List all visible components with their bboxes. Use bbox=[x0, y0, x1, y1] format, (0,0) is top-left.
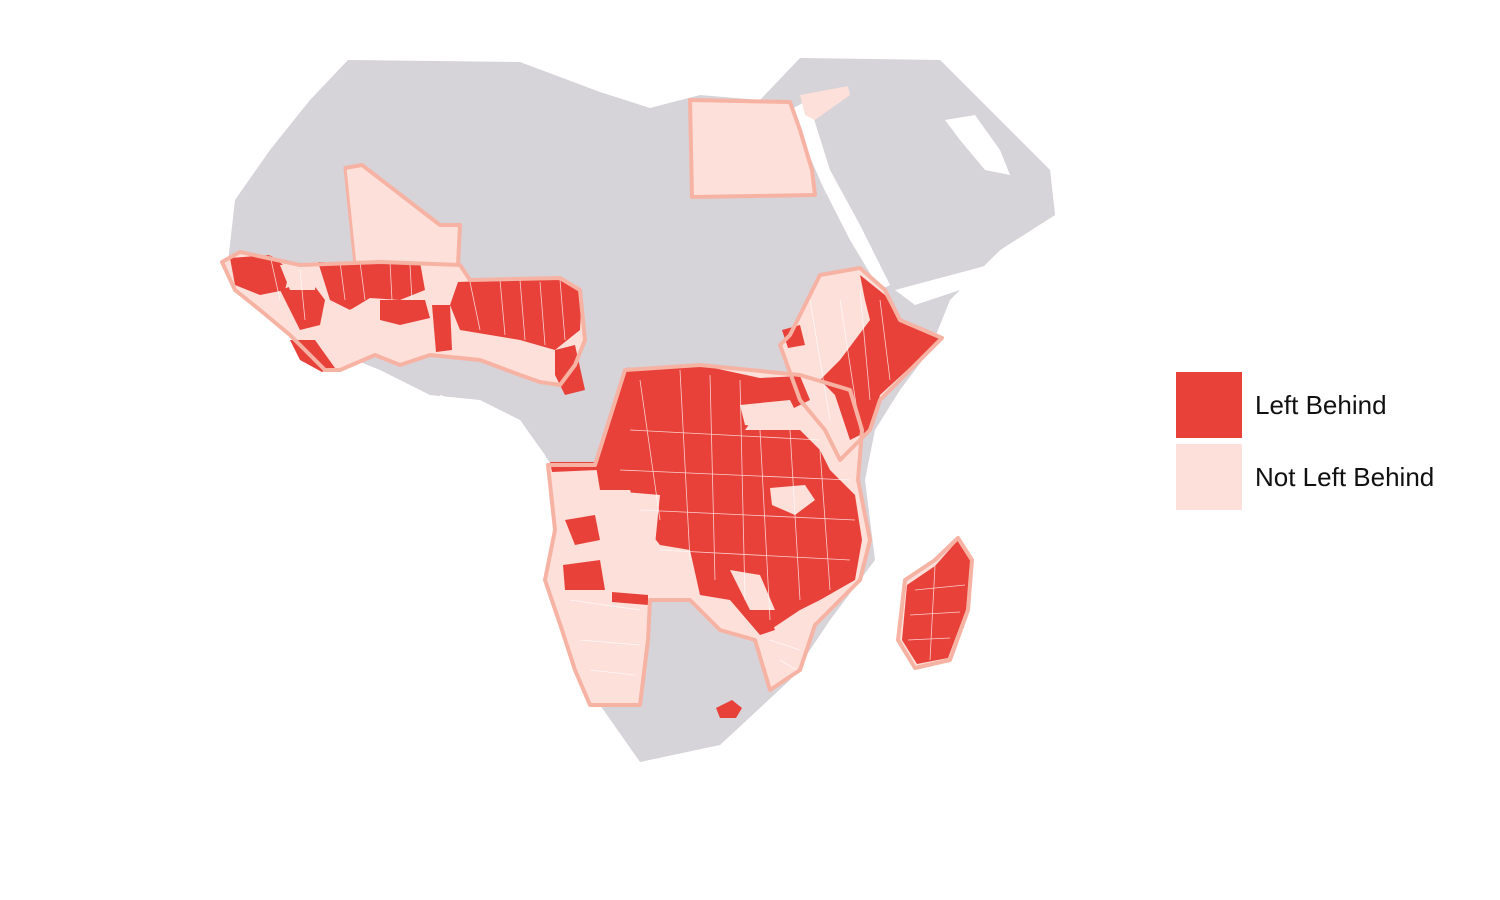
legend-label-left-behind: Left Behind bbox=[1255, 390, 1387, 420]
region-lb-senegal bbox=[230, 255, 290, 295]
outline-central-southern bbox=[543, 363, 872, 707]
gulf-of-guinea bbox=[440, 395, 545, 470]
region-lb-lesotho bbox=[716, 700, 742, 718]
region-nlb-patch-6 bbox=[340, 305, 378, 335]
gulf-of-sidra bbox=[580, 62, 640, 92]
boundary-lines-central bbox=[619, 369, 856, 621]
gulf-of-aden bbox=[895, 262, 1000, 305]
region-lb-madagascar bbox=[902, 540, 972, 664]
region-egypt bbox=[690, 100, 815, 197]
region-nlb-patch-4 bbox=[730, 570, 775, 610]
boundary-lines-madagascar bbox=[907, 565, 966, 661]
boundary-lines-west bbox=[269, 254, 566, 346]
legend-item-not-left-behind: Not Left Behind bbox=[1176, 444, 1476, 510]
red-sea bbox=[790, 100, 890, 290]
outline-egypt bbox=[688, 98, 817, 199]
region-nlb-patch-5 bbox=[280, 262, 318, 290]
region-lb-ghana-north bbox=[380, 300, 430, 325]
outline-madagascar bbox=[896, 536, 974, 670]
region-sinai bbox=[800, 86, 850, 120]
outline-west-africa bbox=[220, 250, 587, 387]
region-lb-togo bbox=[432, 305, 452, 352]
region-lb-angola-south bbox=[563, 560, 605, 590]
country-outlines bbox=[220, 98, 974, 707]
boundary-lines-east bbox=[809, 289, 891, 431]
left-behind-regions bbox=[230, 255, 972, 718]
region-lb-drc-south bbox=[690, 550, 775, 635]
persian-gulf bbox=[945, 115, 1010, 175]
region-lb-ethiopia bbox=[820, 275, 942, 440]
boundary-lines-south bbox=[569, 599, 801, 676]
region-nlb-patch-3 bbox=[600, 490, 660, 545]
legend-item-left-behind: Left Behind bbox=[1176, 372, 1476, 438]
arabian-peninsula bbox=[808, 60, 1055, 300]
legend-swatch-left-behind bbox=[1176, 372, 1242, 438]
outline-mali bbox=[344, 163, 462, 266]
region-lb-angola-strip bbox=[612, 592, 648, 605]
legend-label-not-left-behind: Not Left Behind bbox=[1255, 462, 1435, 492]
outline-horn bbox=[778, 266, 944, 462]
region-nlb-patch-1 bbox=[770, 485, 815, 515]
not-left-behind-patches bbox=[280, 262, 815, 610]
admin-boundaries bbox=[269, 254, 966, 676]
legend: Left Behind Not Left Behind bbox=[1176, 372, 1476, 516]
region-nlb-patch-2 bbox=[740, 400, 800, 428]
region-lb-sudan-south bbox=[782, 325, 805, 348]
region-lb-angola-west bbox=[565, 515, 600, 545]
region-lb-guinea bbox=[280, 280, 325, 330]
region-lb-central-africa bbox=[595, 365, 862, 630]
legend-swatch-not-left-behind bbox=[1176, 444, 1242, 510]
region-lb-niger bbox=[450, 278, 582, 350]
